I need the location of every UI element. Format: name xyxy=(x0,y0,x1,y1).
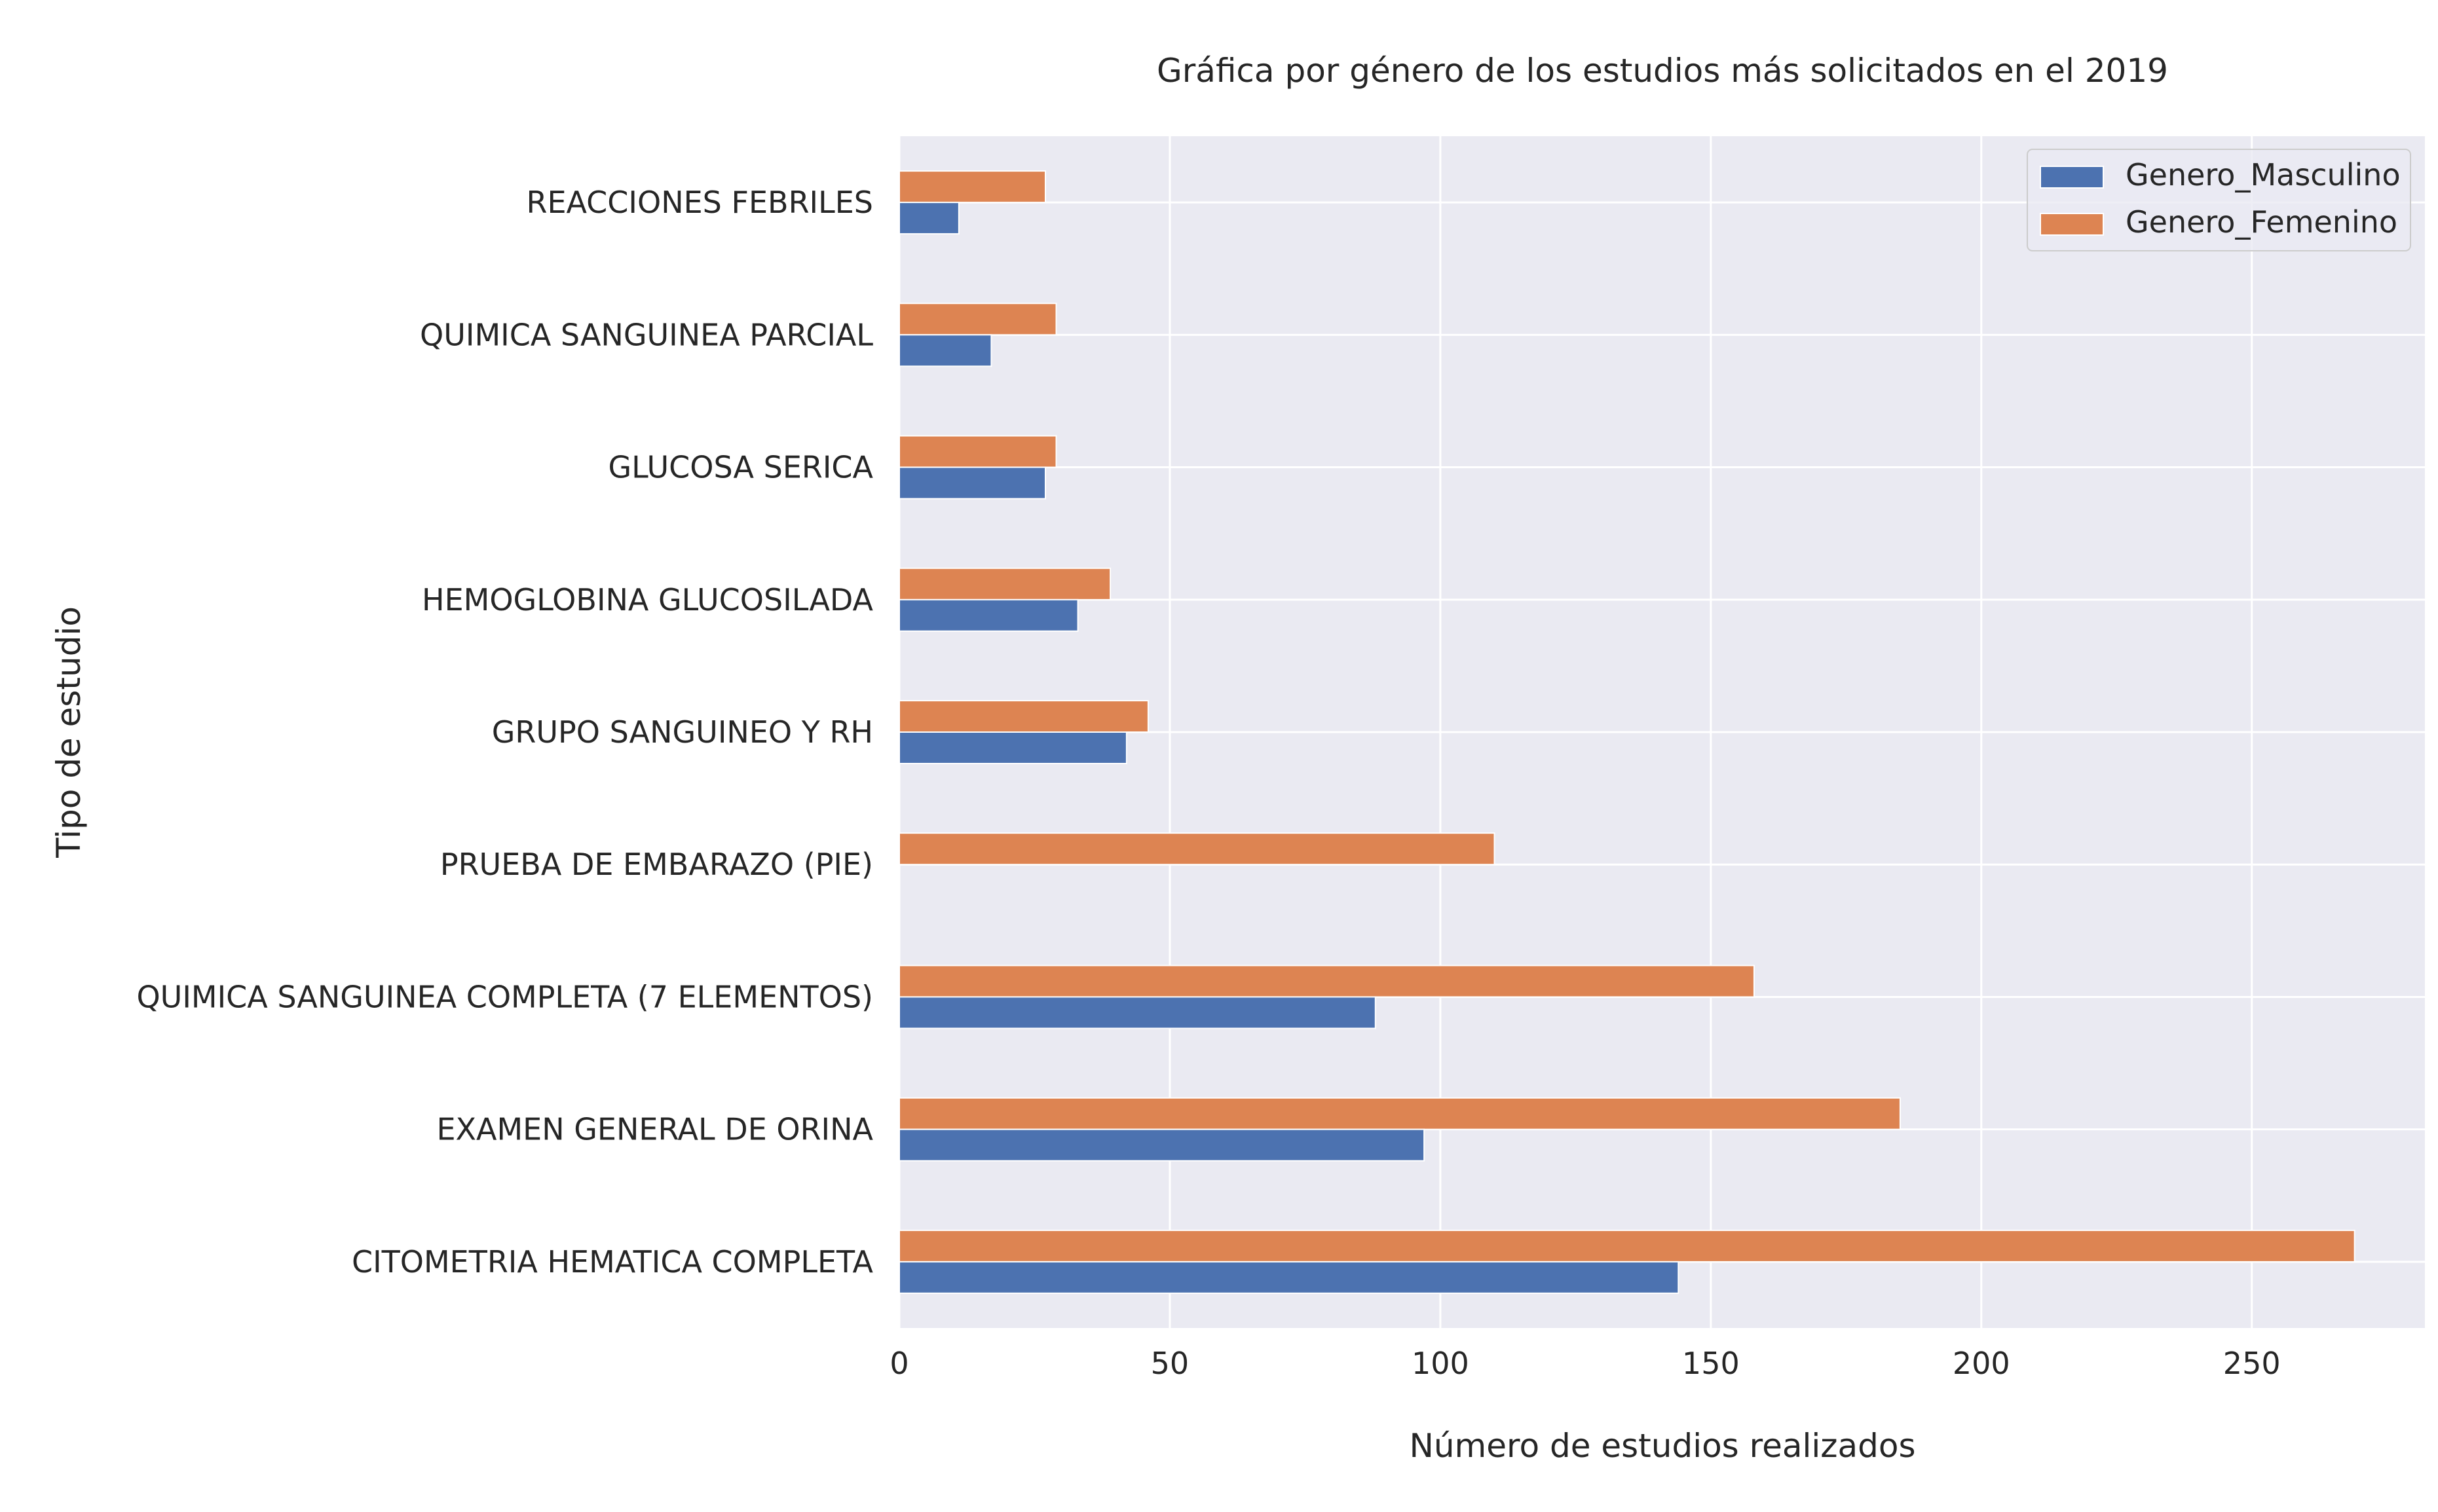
legend-swatch xyxy=(2040,166,2104,189)
legend-label: Genero_Masculino xyxy=(2126,157,2401,193)
legend-box xyxy=(2027,149,2411,251)
x-tick-labels: 0 50 100 150 200 250 xyxy=(890,1346,2280,1381)
x-tick-label: 50 xyxy=(1151,1346,1190,1381)
x-tick-label: 150 xyxy=(1682,1346,1740,1381)
y-tick-label: GRUPO SANGUINEO Y RH xyxy=(492,714,873,750)
x-tick-label: 0 xyxy=(890,1346,909,1381)
y-tick-label: QUIMICA SANGUINEA PARCIAL xyxy=(420,317,873,352)
y-tick-label: QUIMICA SANGUINEA COMPLETA (7 ELEMENTOS) xyxy=(136,979,873,1014)
y-tick-label: PRUEBA DE EMBARAZO (PIE) xyxy=(440,847,873,882)
bar-femenino xyxy=(899,303,1057,336)
y-tick-label: REACCIONES FEBRILES xyxy=(527,185,874,220)
y-axis-label: Tipo de estudio xyxy=(50,606,88,858)
bar-masculino xyxy=(899,731,1127,764)
bar-femenino xyxy=(899,435,1057,468)
bars xyxy=(899,170,2355,1294)
x-axis-label: Número de estudios realizados xyxy=(1409,1427,1915,1465)
bar-femenino xyxy=(899,170,1046,204)
y-tick-label: HEMOGLOBINA GLUCOSILADA xyxy=(422,582,874,618)
x-tick-label: 200 xyxy=(1953,1346,2010,1381)
bar-masculino xyxy=(899,1128,1425,1162)
x-tick-label: 100 xyxy=(1412,1346,1469,1381)
chart-title: Gráfica por género de los estudios más s… xyxy=(1157,52,2168,90)
y-tick-label: EXAMEN GENERAL DE ORINA xyxy=(436,1112,873,1147)
bar-masculino xyxy=(899,334,992,367)
bar-masculino xyxy=(899,202,960,235)
bar-masculino xyxy=(899,466,1046,500)
y-tick-label: GLUCOSA SERICA xyxy=(609,450,874,485)
y-tick-label: CITOMETRIA HEMATICA COMPLETA xyxy=(352,1244,874,1280)
legend-label: Genero_Femenino xyxy=(2126,204,2397,240)
x-tick-label: 250 xyxy=(2223,1346,2281,1381)
bar-femenino xyxy=(899,832,1495,866)
bar-masculino xyxy=(899,996,1376,1029)
bar-masculino xyxy=(899,1261,1679,1294)
bar-femenino xyxy=(899,1229,2355,1263)
legend-swatch xyxy=(2040,213,2104,236)
bar-femenino xyxy=(899,965,1755,998)
bar-masculino xyxy=(899,599,1079,632)
bar-femenino xyxy=(899,567,1112,600)
legend: Genero_Masculino Genero_Femenino xyxy=(2027,149,2411,251)
bar-femenino xyxy=(899,700,1149,733)
y-tick-labels: CITOMETRIA HEMATICA COMPLETA EXAMEN GENER… xyxy=(136,185,873,1280)
bar-femenino xyxy=(899,1097,1901,1130)
